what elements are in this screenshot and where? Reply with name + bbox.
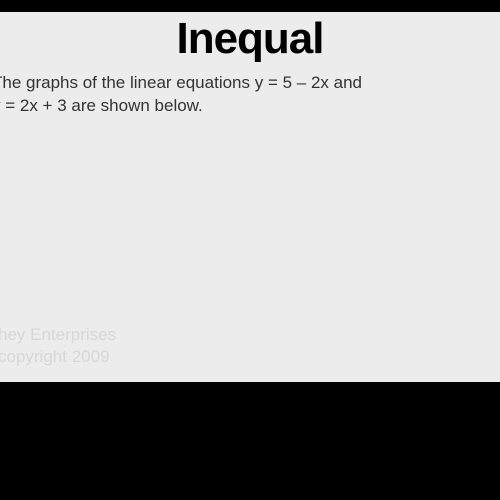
watermark-footer: hey Enterprises copyright 2009 [0,324,116,368]
body-line-1: The graphs of the linear equations y = 5… [0,73,362,92]
slide-title: Inequal [0,12,500,64]
footer-line-1: hey Enterprises [0,325,116,344]
body-line-2: y = 2x + 3 are shown below. [0,96,203,115]
slide-body: The graphs of the linear equations y = 5… [0,64,500,118]
footer-line-2: copyright 2009 [0,347,110,366]
video-frame: Inequal The graphs of the linear equatio… [0,0,500,500]
slide-content: Inequal The graphs of the linear equatio… [0,12,500,382]
